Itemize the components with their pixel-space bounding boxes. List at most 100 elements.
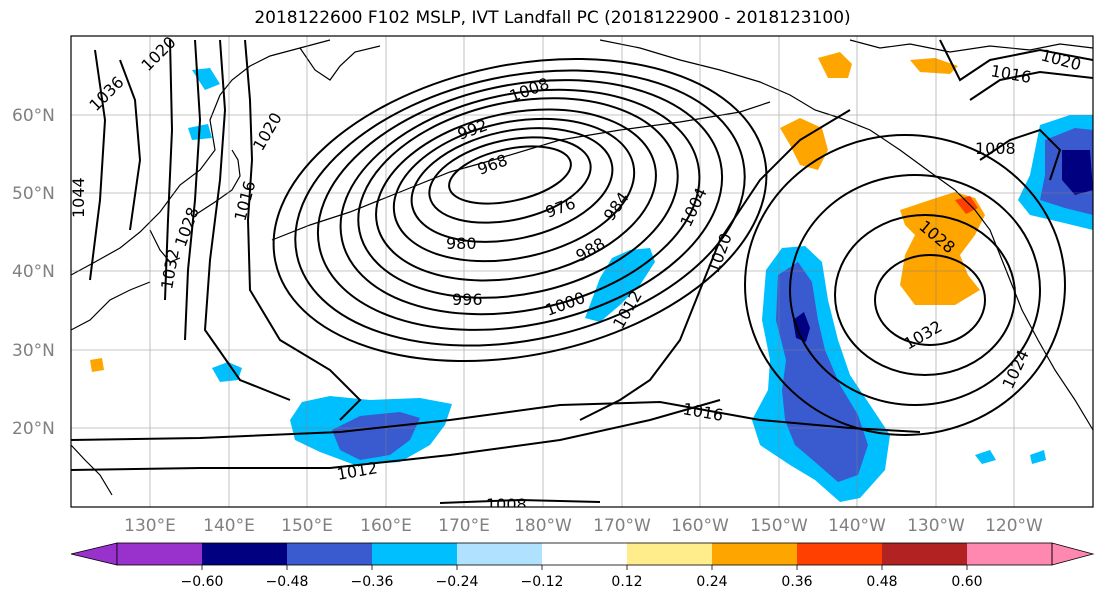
isobar-1004 bbox=[294, 69, 746, 347]
isobar-968 bbox=[448, 145, 572, 205]
shade-neg-east-pacific-dark bbox=[793, 312, 810, 342]
isobar-label-1008-canada: 1008 bbox=[975, 139, 1016, 158]
isobar-988 bbox=[375, 108, 657, 282]
shade-neg-small-mex2 bbox=[1030, 450, 1046, 464]
colorbar-swatch-sky-blue bbox=[372, 543, 457, 565]
colorbar-swatch-orange bbox=[712, 543, 797, 565]
colorbar-swatch-light-yellow bbox=[627, 543, 712, 565]
shade-neg-okhotsk bbox=[192, 68, 220, 90]
lon-label-140e: 140°E bbox=[203, 516, 255, 536]
shade-neg-small-mex bbox=[975, 450, 996, 464]
colorbar-extend-left bbox=[70, 542, 118, 566]
shade-neg-north-pacific bbox=[585, 248, 655, 322]
colorbar-label-neg012: −0.12 bbox=[521, 574, 564, 590]
isobar-1020-high bbox=[744, 134, 1066, 436]
colorbar-swatch-purple bbox=[117, 543, 202, 565]
longitude-labels: 130°E 140°E 150°E 160°E 170°E 180°W 170°… bbox=[124, 516, 1043, 536]
coast-alaska bbox=[599, 39, 956, 191]
colorbar-label-pos036: 0.36 bbox=[781, 574, 812, 590]
coast-asia-east bbox=[71, 39, 331, 276]
isobar-984 bbox=[392, 117, 636, 263]
shade-pos-hawaii-west bbox=[90, 358, 104, 372]
colorbar-swatch-white bbox=[542, 543, 627, 565]
coast-japan bbox=[194, 149, 241, 216]
lat-label-50n: 50°N bbox=[12, 184, 55, 204]
isobar-980 bbox=[410, 127, 614, 243]
isobar-1032-high bbox=[874, 254, 986, 346]
shade-pos-yukon bbox=[910, 58, 958, 74]
lon-label-160e: 160°E bbox=[360, 516, 412, 536]
isobar-1020-west bbox=[244, 39, 362, 421]
lon-label-130e: 130°E bbox=[124, 516, 176, 536]
shade-neg-west-subtropic-mid bbox=[332, 412, 420, 460]
isobar-996 bbox=[339, 88, 701, 316]
isobar-1008 bbox=[272, 57, 768, 363]
colorbar-ticks bbox=[201, 565, 968, 570]
lat-label-30n: 30°N bbox=[12, 341, 55, 361]
coast-canada-north bbox=[849, 39, 1093, 53]
isobar-1016-south bbox=[71, 400, 921, 441]
colorbar: −0.60 −0.48 −0.36 −0.24 −0.12 0.12 0.24 … bbox=[70, 542, 1095, 590]
colorbar-label-pos060: 0.60 bbox=[951, 574, 982, 590]
lat-label-60n: 60°N bbox=[12, 106, 55, 126]
colorbar-label-neg048: −0.48 bbox=[266, 574, 309, 590]
map-frame bbox=[70, 35, 1094, 508]
isobar-1028-west bbox=[184, 39, 202, 341]
isobar-1028-high bbox=[834, 214, 1016, 376]
colorbar-label-pos012: 0.12 bbox=[611, 574, 642, 590]
isobar-992 bbox=[357, 97, 679, 299]
colorbar-extend-right bbox=[1051, 542, 1095, 566]
shade-pos-bc-coast bbox=[900, 192, 985, 305]
colorbar-swatch-navy bbox=[202, 543, 287, 565]
isobar-1008-canada bbox=[979, 128, 1062, 181]
lon-label-170w: 170°W bbox=[593, 516, 651, 536]
lon-label-160w: 160°W bbox=[671, 516, 729, 536]
isobars bbox=[71, 39, 1093, 504]
coast-kamchatka bbox=[299, 45, 381, 81]
lon-label-180w: 180°W bbox=[514, 516, 572, 536]
lat-label-40n: 40°N bbox=[12, 262, 55, 282]
isobar-1032-west bbox=[164, 39, 174, 301]
colorbar-label-neg060: −0.60 bbox=[181, 574, 224, 590]
lon-label-140w: 140°W bbox=[828, 516, 886, 536]
lon-label-130w: 130°W bbox=[907, 516, 965, 536]
coast-philippines bbox=[71, 444, 113, 496]
lon-label-150e: 150°E bbox=[281, 516, 333, 536]
shade-pos-bc-red bbox=[955, 196, 978, 214]
isobar-1040-west bbox=[89, 49, 107, 281]
isobar-976 bbox=[428, 136, 592, 224]
colorbar-label-neg024: −0.24 bbox=[436, 574, 479, 590]
lon-label-170e: 170°E bbox=[438, 516, 490, 536]
isobar-1020-north bbox=[939, 39, 1093, 82]
colorbar-swatch-dark-red bbox=[882, 543, 967, 565]
isobar-1008-bottom bbox=[439, 498, 601, 504]
isobar-1012-south bbox=[71, 399, 721, 471]
lat-label-20n: 20°N bbox=[12, 419, 55, 439]
coast-china-south bbox=[71, 281, 151, 331]
isobar-1016-east bbox=[579, 109, 851, 421]
colorbar-label-pos024: 0.24 bbox=[696, 574, 727, 590]
colorbar-swatch-light-blue bbox=[457, 543, 542, 565]
isobar-label-996: 996 bbox=[452, 290, 483, 309]
shade-pos-alaska-north bbox=[818, 52, 852, 78]
isobar-1024-high bbox=[789, 174, 1041, 406]
latitude-labels: 60°N 50°N 40°N 30°N 20°N bbox=[12, 106, 55, 439]
colorbar-swatch-royal-blue bbox=[287, 543, 372, 565]
lon-label-150w: 150°W bbox=[750, 516, 808, 536]
colorbar-swatch-red-orange bbox=[797, 543, 882, 565]
colorbar-label-pos048: 0.48 bbox=[866, 574, 897, 590]
lon-label-120w: 120°W bbox=[985, 516, 1043, 536]
colorbar-label-neg036: −0.36 bbox=[351, 574, 394, 590]
isobar-1036-west bbox=[119, 59, 142, 231]
colorbar-swatch-pink bbox=[967, 543, 1052, 565]
isobar-1016-north bbox=[969, 70, 1093, 101]
isobar-1024-west bbox=[203, 39, 291, 401]
isobar-label-1044: 1044 bbox=[69, 177, 88, 218]
isobar-label-1008-bottom: 1008 bbox=[486, 495, 527, 514]
coast-korea bbox=[149, 229, 181, 263]
shade-neg-canada-dark bbox=[1062, 150, 1093, 195]
isobar-1000 bbox=[316, 79, 724, 331]
map-title: 2018122600 F102 MSLP, IVT Landfall PC (2… bbox=[254, 8, 851, 28]
colorbar-frame bbox=[116, 542, 1053, 566]
